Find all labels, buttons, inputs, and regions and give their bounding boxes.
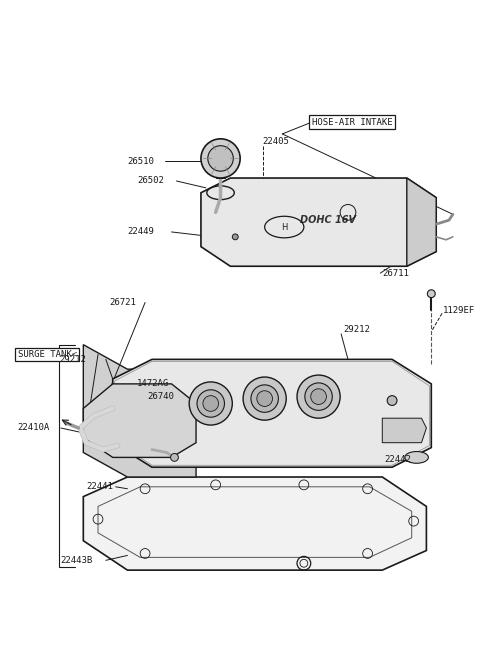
Text: 1129EF: 1129EF — [443, 306, 475, 315]
Circle shape — [251, 385, 278, 413]
Text: SURGE TANK<: SURGE TANK< — [18, 350, 77, 359]
Text: 29212: 29212 — [343, 325, 370, 334]
Text: 22410A: 22410A — [18, 424, 50, 432]
Text: 22441: 22441 — [86, 482, 113, 491]
Text: 26711: 26711 — [382, 269, 409, 278]
Circle shape — [305, 383, 332, 411]
Text: 26510: 26510 — [127, 157, 154, 166]
Circle shape — [243, 377, 286, 420]
Polygon shape — [201, 178, 436, 266]
Circle shape — [257, 391, 273, 407]
Polygon shape — [407, 178, 436, 266]
Circle shape — [232, 234, 238, 240]
Circle shape — [311, 389, 326, 405]
Text: 26721: 26721 — [110, 298, 137, 307]
Text: 22442: 22442 — [384, 455, 411, 464]
Text: 29212: 29212 — [59, 355, 86, 364]
Text: 26502: 26502 — [137, 177, 164, 185]
Text: 1472AG: 1472AG — [137, 379, 169, 388]
Circle shape — [189, 382, 232, 425]
Circle shape — [297, 375, 340, 419]
Circle shape — [201, 139, 240, 178]
Text: 22405: 22405 — [263, 137, 289, 147]
Polygon shape — [382, 419, 426, 443]
Polygon shape — [84, 345, 196, 477]
Text: 26740: 26740 — [147, 392, 174, 401]
Polygon shape — [84, 477, 426, 570]
Text: H: H — [281, 223, 288, 231]
Text: 22443B: 22443B — [61, 556, 93, 565]
Circle shape — [427, 290, 435, 298]
Text: 22449: 22449 — [127, 227, 154, 237]
Text: DOHC 16V: DOHC 16V — [300, 215, 356, 225]
Text: HOSE-AIR INTAKE: HOSE-AIR INTAKE — [312, 118, 392, 127]
Circle shape — [203, 396, 218, 411]
Circle shape — [387, 396, 397, 405]
Polygon shape — [113, 359, 432, 467]
Ellipse shape — [405, 451, 428, 463]
Circle shape — [208, 146, 233, 171]
Circle shape — [197, 390, 225, 417]
Circle shape — [170, 453, 179, 461]
Polygon shape — [84, 384, 196, 457]
